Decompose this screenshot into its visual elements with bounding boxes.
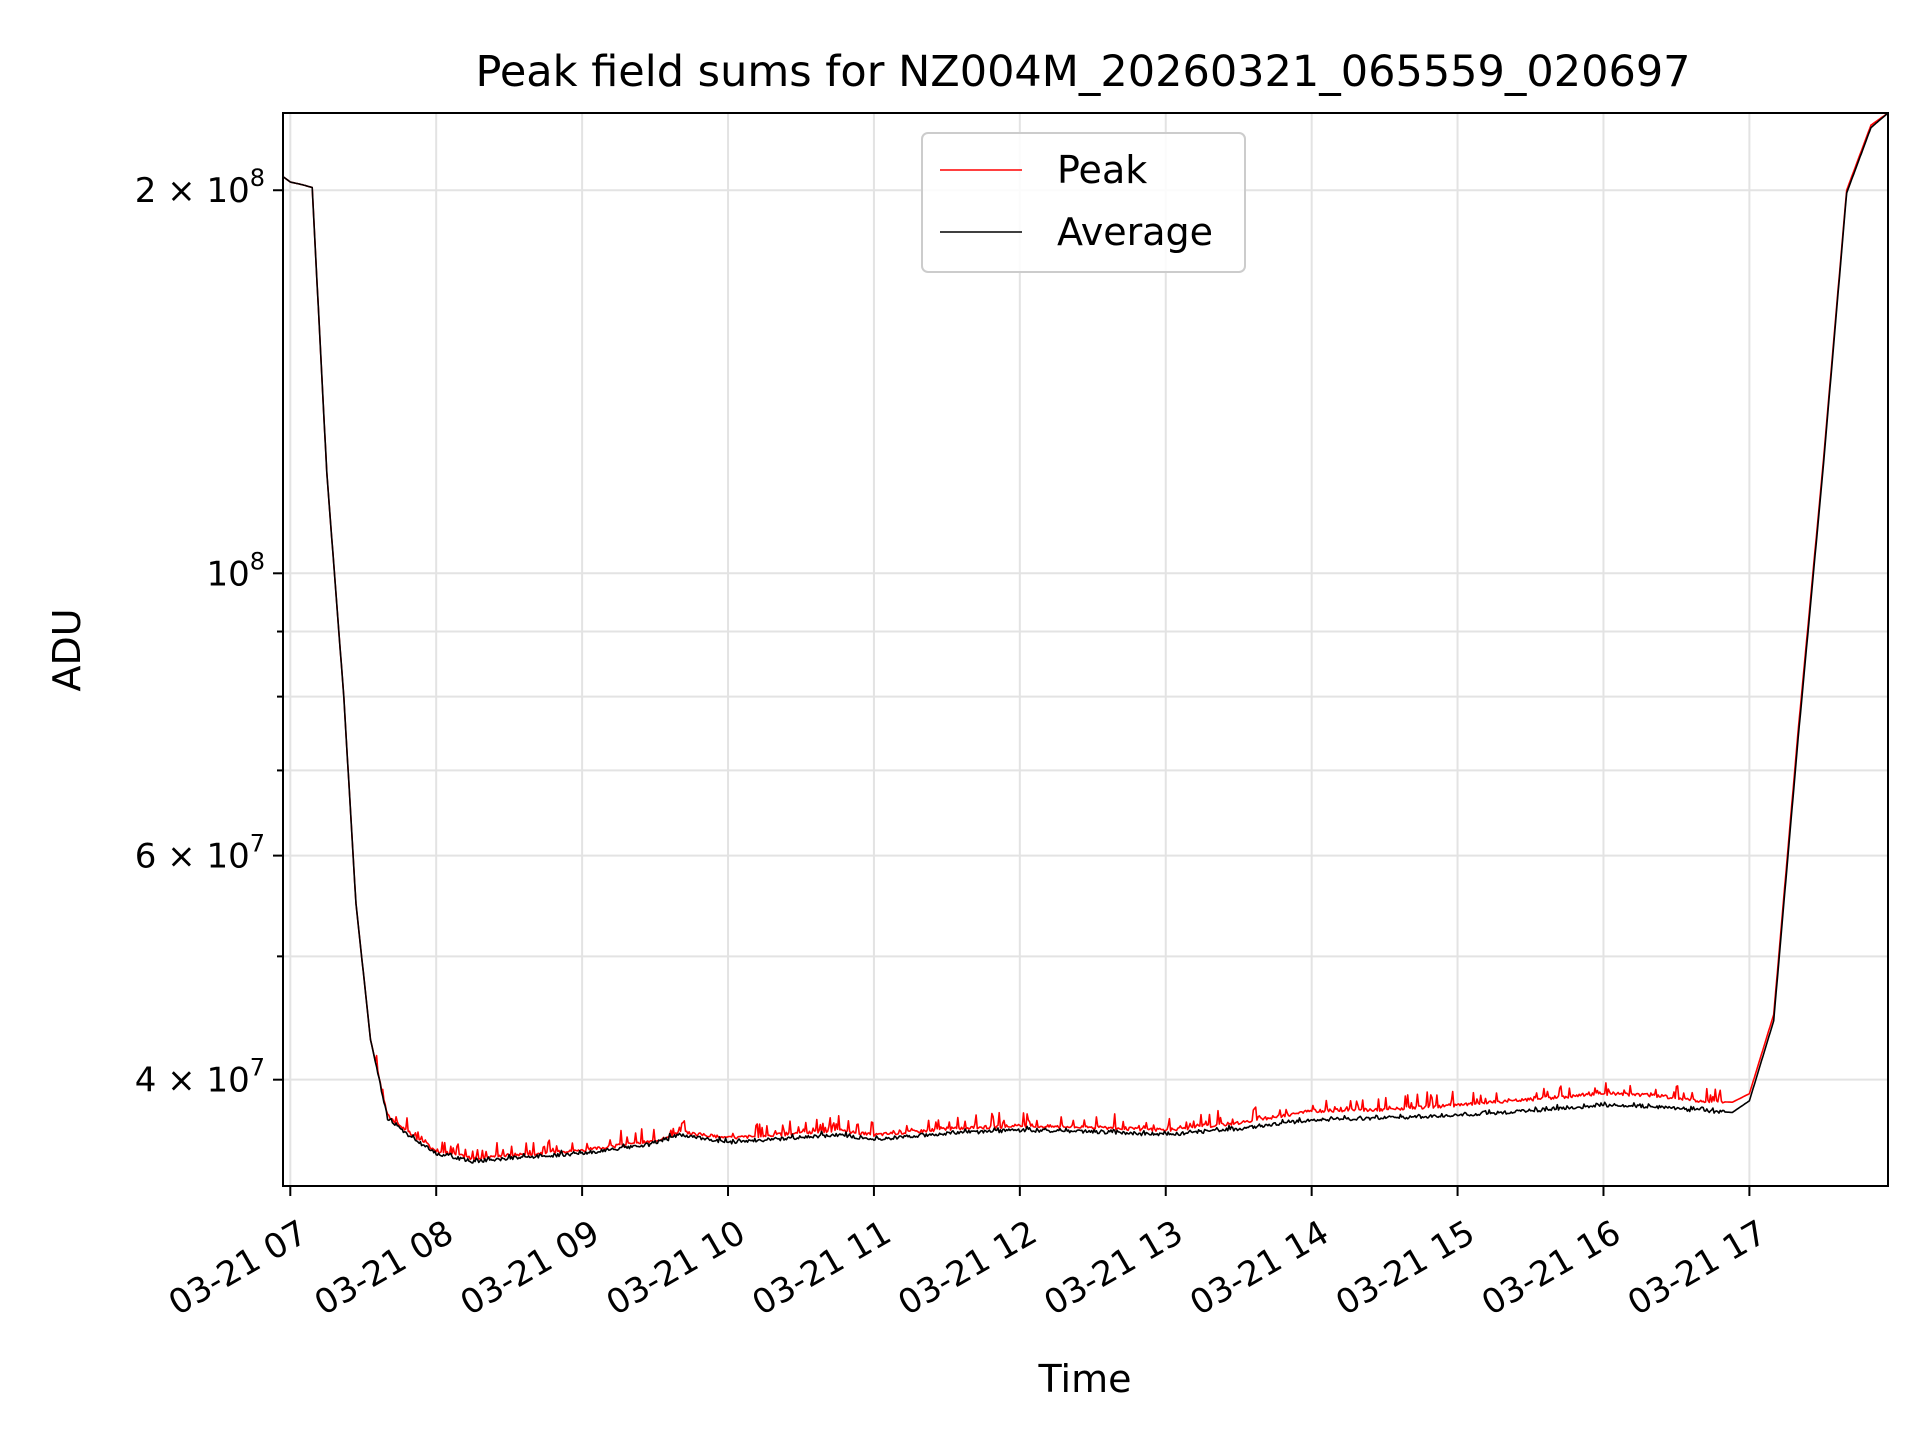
grid <box>283 113 1888 1186</box>
y-tick-label: 4 × 107 <box>135 1054 265 1101</box>
y-tick-label: 2 × 108 <box>135 164 265 211</box>
y-axis-label: ADU <box>45 608 89 691</box>
chart-title: Peak field sums for NZ004M_20260321_0655… <box>475 47 1690 97</box>
x-tick-label: 03-21 10 <box>600 1213 752 1324</box>
legend: Peak Average <box>921 132 1246 273</box>
x-tick-label: 03-21 17 <box>1621 1213 1773 1324</box>
legend-label-average: Average <box>1057 210 1213 254</box>
x-tick-label: 03-21 08 <box>308 1213 460 1324</box>
x-axis-label: Time <box>1038 1357 1132 1401</box>
y-axis: 4 × 107 6 × 107 108 2 × 108 <box>135 164 283 1101</box>
series-line-peak <box>282 112 1889 1161</box>
series-layer <box>282 112 1889 1164</box>
x-tick-label: 03-21 09 <box>454 1213 606 1324</box>
x-tick-label: 03-21 11 <box>746 1213 898 1324</box>
series-line-average <box>282 112 1889 1164</box>
x-tick-label: 03-21 13 <box>1037 1213 1189 1324</box>
x-tick-label: 03-21 12 <box>892 1213 1044 1324</box>
x-tick-label: 03-21 15 <box>1329 1213 1481 1324</box>
x-tick-label: 03-21 14 <box>1183 1213 1335 1324</box>
plot-frame <box>282 112 1889 1187</box>
legend-label-peak: Peak <box>1057 148 1147 192</box>
x-tick-label: 03-21 07 <box>162 1213 314 1324</box>
legend-box <box>921 132 1246 273</box>
y-tick-label: 6 × 107 <box>135 830 265 877</box>
y-tick-label: 108 <box>206 547 265 594</box>
x-tick-label: 03-21 16 <box>1475 1213 1627 1324</box>
